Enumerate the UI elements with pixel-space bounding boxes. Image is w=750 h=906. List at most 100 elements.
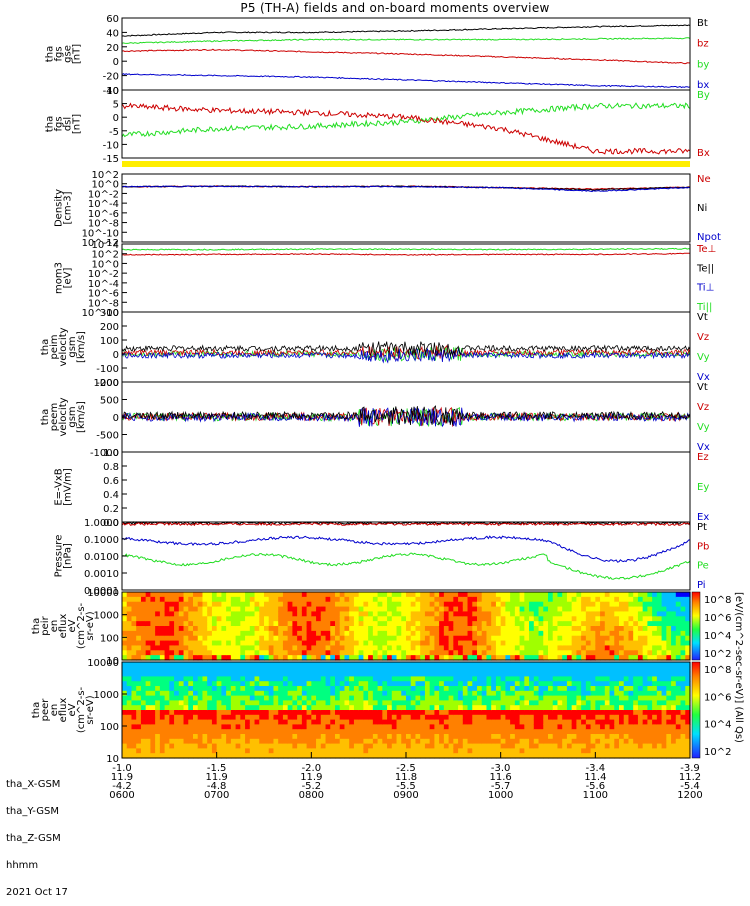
heatmap-cell bbox=[675, 635, 682, 642]
heatmap-cell bbox=[671, 743, 677, 749]
heatmap-cell bbox=[226, 681, 232, 687]
heatmap-cell bbox=[548, 650, 554, 656]
heatmap-cell bbox=[533, 606, 540, 613]
heatmap-cell bbox=[401, 738, 407, 745]
heatmap-cell bbox=[202, 616, 208, 622]
heatmap-cell bbox=[349, 601, 355, 608]
heatmap-cell bbox=[372, 729, 379, 735]
heatmap-cell bbox=[254, 621, 260, 627]
y-tick-label: 1.0000 bbox=[84, 518, 119, 529]
heatmap-cell bbox=[571, 606, 577, 613]
heatmap-cell bbox=[150, 671, 156, 677]
heatmap-cell bbox=[548, 710, 554, 716]
heatmap-cell bbox=[245, 606, 251, 613]
heatmap-cell bbox=[500, 650, 506, 656]
heatmap-cell bbox=[325, 714, 331, 721]
heatmap-cell bbox=[652, 601, 658, 608]
heatmap-cell bbox=[519, 671, 525, 677]
heatmap-cell bbox=[429, 671, 435, 677]
heatmap-cell bbox=[211, 601, 218, 608]
heatmap-cell bbox=[240, 640, 246, 647]
heatmap-cell bbox=[221, 710, 227, 716]
heatmap-cell bbox=[557, 616, 563, 622]
heatmap-cell bbox=[486, 650, 492, 656]
heatmap-cell bbox=[273, 729, 279, 735]
heatmap-cell bbox=[510, 690, 516, 697]
heatmap-cell bbox=[543, 671, 549, 677]
heatmap-cell bbox=[548, 592, 554, 598]
heatmap-cell bbox=[685, 662, 691, 668]
heatmap-cell bbox=[193, 748, 199, 754]
heatmap-cell bbox=[363, 734, 369, 740]
heatmap-cell bbox=[581, 611, 587, 617]
heatmap-cell bbox=[349, 662, 355, 668]
heatmap-cell bbox=[505, 753, 511, 759]
heatmap-cell bbox=[292, 729, 298, 735]
heatmap-cell bbox=[278, 650, 284, 656]
heatmap-cell bbox=[245, 724, 251, 730]
legend-Vx: Vx bbox=[697, 372, 710, 383]
heatmap-cell bbox=[344, 738, 350, 745]
heatmap-cell bbox=[590, 743, 596, 749]
heatmap-cell bbox=[339, 729, 346, 735]
heatmap-cell bbox=[391, 734, 398, 740]
heatmap-cell bbox=[538, 734, 544, 740]
heatmap-cell bbox=[543, 662, 549, 668]
heatmap-cell bbox=[661, 611, 667, 617]
heatmap-cell bbox=[548, 695, 554, 701]
heatmap-cell bbox=[202, 690, 208, 697]
heatmap-cell bbox=[259, 601, 265, 608]
heatmap-cell bbox=[188, 690, 194, 697]
heatmap-cell bbox=[685, 592, 691, 598]
heatmap-cell bbox=[495, 700, 502, 706]
heatmap-cell bbox=[193, 611, 199, 617]
heatmap-cell bbox=[320, 645, 327, 651]
heatmap-cell bbox=[514, 640, 521, 647]
heatmap-cell bbox=[424, 635, 431, 642]
heatmap-cell bbox=[543, 734, 549, 740]
heatmap-cell bbox=[320, 748, 327, 754]
heatmap-cell bbox=[566, 681, 573, 687]
heatmap-cell bbox=[477, 655, 483, 661]
y-axis-label: (cm^2-s- bbox=[76, 602, 87, 649]
heatmap-cell bbox=[155, 738, 161, 745]
heatmap-cell bbox=[297, 753, 303, 759]
heatmap-cell bbox=[637, 695, 644, 701]
heatmap-cell bbox=[292, 705, 298, 711]
heatmap-cell bbox=[642, 753, 648, 759]
heatmap-cell bbox=[178, 596, 185, 603]
heatmap-cell bbox=[647, 662, 653, 668]
heatmap-cell bbox=[524, 596, 530, 603]
heatmap-cell bbox=[193, 616, 199, 622]
heatmap-cell bbox=[311, 650, 317, 656]
heatmap-cell bbox=[491, 650, 497, 656]
heatmap-cell bbox=[164, 729, 170, 735]
heatmap-cell bbox=[666, 592, 672, 598]
heatmap-cell bbox=[211, 606, 218, 613]
heatmap-cell bbox=[571, 743, 577, 749]
heatmap-cell bbox=[259, 690, 265, 697]
heatmap-cell bbox=[396, 645, 402, 651]
heatmap-cell bbox=[273, 738, 279, 745]
heatmap-cell bbox=[235, 621, 241, 627]
heatmap-cell bbox=[363, 695, 369, 701]
heatmap-cell bbox=[661, 695, 667, 701]
heatmap-cell bbox=[282, 681, 289, 687]
heatmap-cell bbox=[221, 681, 227, 687]
heatmap-cell bbox=[197, 640, 204, 647]
heatmap-cell bbox=[216, 714, 222, 721]
heatmap-cell bbox=[637, 686, 644, 692]
heatmap-cell bbox=[566, 592, 573, 598]
heatmap-cell bbox=[240, 714, 246, 721]
heatmap-cell bbox=[372, 690, 379, 697]
heatmap-cell bbox=[562, 621, 568, 627]
heatmap-cell bbox=[140, 729, 147, 735]
x-tick-label: 11.9 bbox=[111, 772, 133, 783]
heatmap-cell bbox=[259, 724, 265, 730]
heatmap-cell bbox=[524, 681, 530, 687]
heatmap-cell bbox=[434, 626, 440, 632]
heatmap-cell bbox=[259, 630, 265, 637]
heatmap-cell bbox=[183, 734, 189, 740]
heatmap-cell bbox=[178, 743, 185, 749]
heatmap-cell bbox=[642, 621, 648, 627]
